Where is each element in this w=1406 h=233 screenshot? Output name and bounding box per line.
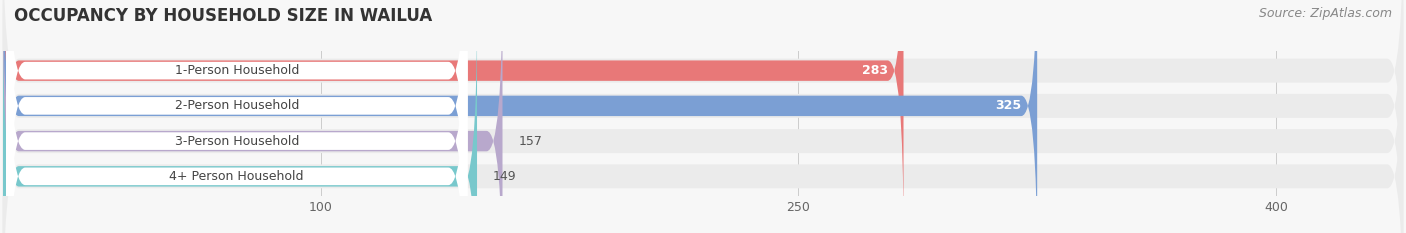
- FancyBboxPatch shape: [3, 0, 904, 233]
- FancyBboxPatch shape: [6, 0, 467, 233]
- Text: 325: 325: [995, 99, 1021, 112]
- Text: OCCUPANCY BY HOUSEHOLD SIZE IN WAILUA: OCCUPANCY BY HOUSEHOLD SIZE IN WAILUA: [14, 7, 432, 25]
- FancyBboxPatch shape: [6, 0, 467, 233]
- FancyBboxPatch shape: [6, 0, 467, 233]
- FancyBboxPatch shape: [3, 0, 502, 233]
- FancyBboxPatch shape: [3, 10, 477, 233]
- Text: 2-Person Household: 2-Person Household: [174, 99, 299, 112]
- Text: 4+ Person Household: 4+ Person Household: [170, 170, 304, 183]
- FancyBboxPatch shape: [3, 0, 1403, 233]
- FancyBboxPatch shape: [3, 12, 1403, 233]
- Text: 157: 157: [519, 135, 543, 148]
- FancyBboxPatch shape: [3, 0, 1403, 233]
- Text: 149: 149: [494, 170, 516, 183]
- FancyBboxPatch shape: [3, 0, 1403, 233]
- Text: 1-Person Household: 1-Person Household: [174, 64, 299, 77]
- Text: Source: ZipAtlas.com: Source: ZipAtlas.com: [1258, 7, 1392, 20]
- FancyBboxPatch shape: [6, 0, 467, 233]
- Text: 283: 283: [862, 64, 887, 77]
- Text: 3-Person Household: 3-Person Household: [174, 135, 299, 148]
- FancyBboxPatch shape: [3, 0, 1038, 233]
